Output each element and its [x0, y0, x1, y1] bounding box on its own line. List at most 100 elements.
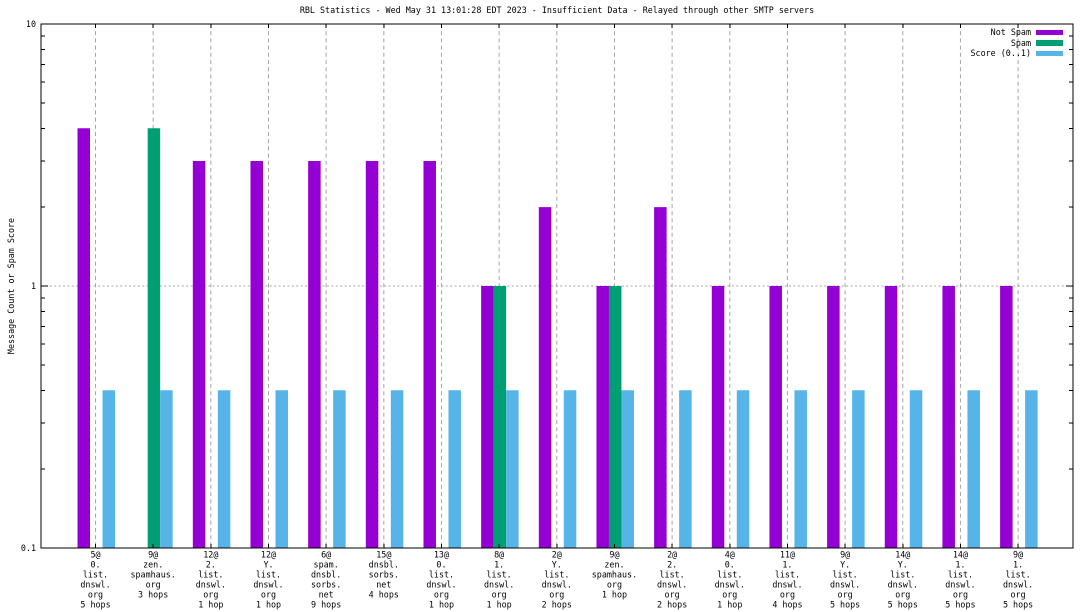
bar-not-spam: [481, 286, 494, 548]
x-tick-label: 0.: [725, 560, 735, 570]
x-tick-label: Y.: [263, 560, 273, 570]
x-tick-label: 1 hop: [198, 600, 223, 610]
x-tick-label: 9@: [1013, 550, 1023, 560]
x-tick-label: 8@: [494, 550, 504, 560]
bar-not-spam: [538, 207, 552, 549]
legend-item-not-spam: Not Spam: [970, 27, 1063, 38]
x-tick-label: dnswl.: [80, 580, 110, 590]
x-tick-label: dnswl.: [945, 580, 975, 590]
x-tick-label: org: [607, 580, 622, 590]
bar-score-0-1: [1025, 390, 1038, 548]
x-tick-label: dnswl.: [426, 580, 456, 590]
x-tick-label: zen.: [604, 560, 624, 570]
x-tick-label: 5 hops: [830, 600, 860, 610]
bar-not-spam: [250, 160, 263, 548]
x-tick-label: 12@: [203, 550, 218, 560]
x-tick-label: 2@: [552, 550, 562, 560]
x-tick-label: org: [146, 580, 161, 590]
x-tick-label: zen.: [143, 560, 163, 570]
x-tick-label: list.: [544, 570, 569, 580]
x-tick-label: net: [376, 580, 391, 590]
x-tick-label: org: [665, 590, 680, 600]
x-tick-label: dnswl.: [772, 580, 802, 590]
bar-not-spam: [77, 128, 90, 548]
x-tick-label: dnswl.: [888, 580, 918, 590]
x-tick-label: 11@: [780, 550, 795, 560]
x-tick-label: 1.: [494, 560, 504, 570]
legend-label-spam: Spam: [1010, 37, 1031, 48]
bar-score-0-1: [679, 390, 692, 548]
x-tick-label: org: [203, 590, 218, 600]
bar-spam: [147, 128, 161, 548]
x-tick-label: 14@: [953, 550, 968, 560]
x-tick-label: 4@: [725, 550, 735, 560]
x-tick-label: org: [953, 590, 968, 600]
bar-not-spam: [596, 286, 609, 548]
legend-swatch-score: [1036, 50, 1063, 56]
x-tick-label: list.: [487, 570, 512, 580]
x-tick-label: list.: [948, 570, 973, 580]
x-tick-label: 2@: [667, 550, 677, 560]
bar-score-0-1: [794, 390, 807, 548]
x-tick-label: 12@: [261, 550, 276, 560]
bar-not-spam: [654, 207, 667, 549]
bar-not-spam: [884, 286, 898, 548]
x-tick-label: list.: [890, 570, 915, 580]
x-tick-label: 9@: [609, 550, 619, 560]
x-tick-label: sorbs.: [369, 570, 399, 580]
x-tick-label: org: [780, 590, 795, 600]
bar-score-0-1: [621, 390, 634, 548]
x-tick-label: list.: [83, 570, 108, 580]
x-tick-label: org: [1011, 590, 1026, 600]
bar-not-spam: [827, 286, 840, 548]
x-tick-label: 5 hops: [945, 600, 975, 610]
x-tick-label: list.: [256, 570, 281, 580]
bar-not-spam: [1000, 286, 1013, 548]
x-tick-label: list.: [1005, 570, 1030, 580]
x-tick-label: org: [895, 590, 910, 600]
x-tick-label: dnsbl.: [369, 560, 399, 570]
x-tick-label: Y.: [898, 560, 908, 570]
bar-score-0-1: [217, 390, 231, 548]
x-tick-label: 5 hops: [888, 600, 918, 610]
x-tick-label: 2.: [667, 560, 677, 570]
x-tick-label: list.: [660, 570, 685, 580]
x-tick-label: org: [838, 590, 853, 600]
x-tick-label: dnswl.: [657, 580, 687, 590]
chart-title: RBL Statistics - Wed May 31 13:01:28 EDT…: [299, 5, 815, 15]
x-tick-label: org: [88, 590, 103, 600]
x-tick-label: dnswl.: [253, 580, 283, 590]
x-tick-label: 9@: [148, 550, 158, 560]
x-tick-label: 1 hop: [429, 600, 454, 610]
x-tick-label: 2 hops: [542, 600, 572, 610]
x-tick-label: 4 hops: [772, 600, 802, 610]
x-tick-label: org: [549, 590, 564, 600]
bar-score-0-1: [275, 390, 288, 548]
x-tick-label: dnswl.: [830, 580, 860, 590]
y-axis-title: Message Count or Spam Score: [6, 217, 16, 355]
x-tick-label: 14@: [895, 550, 910, 560]
legend: Not Spam Spam Score (0..1): [970, 27, 1063, 59]
x-tick-label: 1 hop: [602, 590, 627, 600]
x-tick-label: 15@: [376, 550, 391, 560]
bar-spam: [493, 286, 507, 548]
x-tick-label: list.: [833, 570, 858, 580]
legend-label-score: Score (0..1): [970, 48, 1031, 58]
x-tick-label: 1.: [1013, 560, 1023, 570]
x-tick-label: 9@: [840, 550, 850, 560]
x-tick-label: dnswl.: [196, 580, 226, 590]
bar-not-spam: [711, 286, 725, 548]
x-tick-label: dnsbl.: [311, 570, 341, 580]
x-tick-label: org: [722, 590, 737, 600]
x-tick-label: dnswl.: [715, 580, 745, 590]
x-tick-label: dnswl.: [542, 580, 572, 590]
bar-score-0-1: [102, 390, 115, 548]
x-tick-label: 1 hop: [487, 600, 512, 610]
x-tick-label: org: [261, 590, 276, 600]
x-tick-label: sorbs.: [311, 580, 341, 590]
bar-score-0-1: [506, 390, 519, 548]
x-tick-label: spam.: [314, 560, 339, 570]
bar-score-0-1: [563, 390, 577, 548]
